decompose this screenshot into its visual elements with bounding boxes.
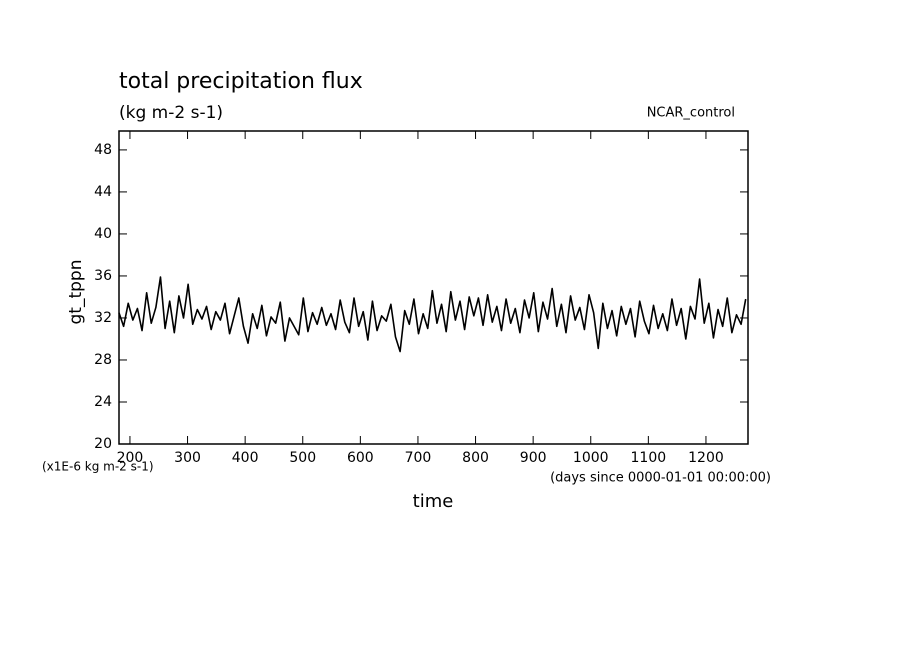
x-tick-label: 800 xyxy=(462,450,489,466)
y-tick-label: 36 xyxy=(94,268,112,284)
chart-subtitle: (kg m-2 s-1) xyxy=(119,103,223,123)
x-tick-label: 1000 xyxy=(573,450,609,466)
y-tick-label: 48 xyxy=(94,142,112,158)
x-tick-label: 600 xyxy=(347,450,374,466)
y-tick-label: 40 xyxy=(94,226,112,242)
x-tick-label: 500 xyxy=(289,450,316,466)
annotation: NCAR_control xyxy=(647,106,735,121)
y-tick-label: 44 xyxy=(94,184,112,200)
x-tick-label: 1200 xyxy=(688,450,724,466)
y-tick-label: 32 xyxy=(94,310,112,326)
y-tick-label: 24 xyxy=(94,394,112,410)
x-axis-unit: (days since 0000-01-01 00:00:00) xyxy=(550,471,771,486)
plot-frame xyxy=(118,130,749,445)
x-tick-label: 1100 xyxy=(631,450,667,466)
x-tick-label: 900 xyxy=(520,450,547,466)
x-axis-label: time xyxy=(413,491,454,512)
x-tick-label: 700 xyxy=(405,450,432,466)
chart-title: total precipitation flux xyxy=(119,69,363,94)
y-tick-label: 20 xyxy=(94,436,112,452)
x-tick-label: 400 xyxy=(232,450,259,466)
x-tick-label: 300 xyxy=(174,450,201,466)
y-axis-label: gt_tppn xyxy=(66,260,86,325)
data-line xyxy=(118,276,747,353)
y-tick-label: 28 xyxy=(94,352,112,368)
x-tick-label: 200 xyxy=(117,450,144,466)
y-axis-unit: (x1E-6 kg m-2 s-1) xyxy=(42,460,154,474)
